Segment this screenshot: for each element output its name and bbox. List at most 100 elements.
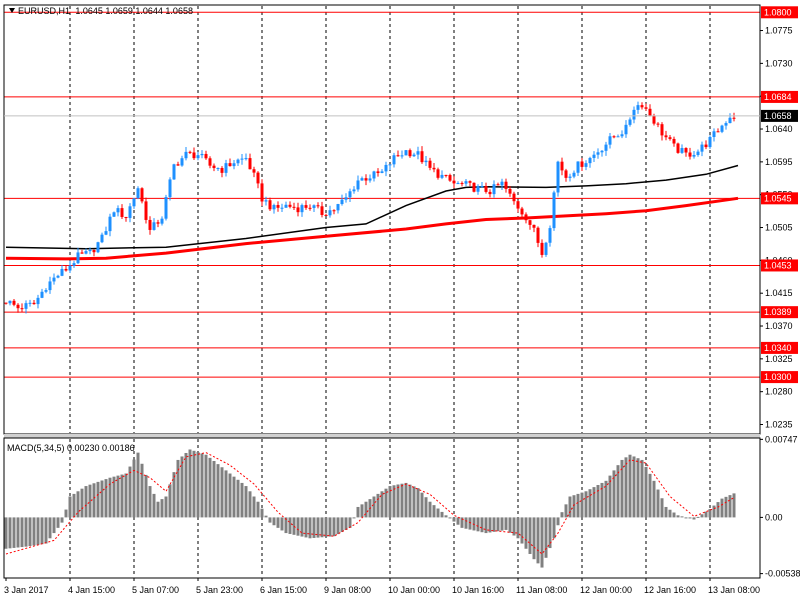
macd-bar [224,470,228,518]
candle-body [80,252,84,254]
candle-body [112,212,116,217]
candle-body [156,222,160,224]
macd-bar [540,517,544,568]
candle-body [376,171,380,173]
candle-body [100,234,104,243]
candle-body [528,220,532,225]
macd-bar [120,474,124,518]
macd-bar [244,486,248,518]
candle-body [364,178,368,181]
candle-body [496,184,500,186]
candle-body [352,189,356,192]
macd-bar [336,517,340,535]
macd-title: MACD(5,34,5) 0.00230 0.00186 [7,443,135,453]
candle-body [292,206,296,208]
candle-body [640,105,644,108]
macd-bar [484,517,488,534]
candle-body [240,158,244,160]
candle-body [628,119,632,125]
candle-body [12,300,16,305]
candle-body [576,161,580,173]
candle-body [224,163,228,173]
macd-bar [588,489,592,518]
candle-body [444,174,448,176]
triangle-down-icon[interactable] [9,8,15,13]
macd-bar [32,517,36,546]
macd-bar [20,517,24,548]
candle-body [516,201,520,209]
candle-body [520,208,524,215]
macd-bar [444,515,448,518]
candle-body [356,180,360,190]
candle-body [476,186,480,192]
macd-bar [124,473,128,518]
macd-bar [88,484,92,518]
time-tick-label: 3 Jan 2017 [4,585,49,595]
macd-bar [196,452,200,518]
candle-body [316,205,320,207]
candle-body [104,231,108,235]
macd-bar [320,517,324,538]
macd-bar [504,517,508,530]
candle-body [164,197,168,219]
candle-body [160,218,164,224]
candle-body [548,228,552,243]
macd-bar [80,488,84,518]
macd-bar [548,517,552,549]
macd-bar [724,496,728,518]
price-tick-label: 1.0640 [765,124,793,134]
candle-body [320,206,324,215]
macd-bar [4,517,8,549]
candle-body [40,291,44,298]
macd-bar [412,486,416,518]
price-panel[interactable]: 1.07751.07301.06851.06401.05951.05501.05… [3,4,798,435]
candle-body [608,136,612,145]
candle-body [204,153,208,159]
macd-bar [284,517,288,534]
candle-body [252,169,256,173]
time-tick-label: 10 Jan 16:00 [452,585,504,595]
price-tick-label: 1.0325 [765,354,793,364]
candle-body [676,143,680,153]
candle-body [724,123,728,126]
price-level-tag [761,259,798,272]
candle-body [392,155,396,165]
macd-bar [536,517,540,564]
price-level-label: 1.0389 [764,307,792,317]
macd-bar [440,511,444,518]
candle-body [508,188,512,194]
macd-bar [656,489,660,518]
macd-bar [648,473,652,518]
candle-body [428,160,432,168]
macd-bar [60,517,64,523]
macd-bar [664,506,668,518]
macd-bar [652,480,656,518]
macd-bar [528,517,532,554]
macd-bar [308,517,312,539]
chart-header: EURUSD,H1 1.0645 1.0659 1.0644 1.0658 [18,6,193,16]
candle-body [680,148,684,153]
macd-bar [288,517,292,534]
time-tick-label: 10 Jan 00:00 [388,585,440,595]
macd-bar [612,470,616,518]
candle-body [196,155,200,159]
price-level-tag [761,371,798,384]
macd-bar [632,456,636,518]
macd-bar [8,517,12,549]
macd-bar [236,479,240,518]
macd-bar [264,515,268,518]
macd-bar [404,482,408,518]
candle-body [120,208,124,217]
macd-bar [500,517,504,531]
macd-panel[interactable]: 0.00747 0.00 -0.00538 MACD(5,34,5) 0.00230… [3,434,800,579]
price-tick-label: 1.0280 [765,387,793,397]
macd-bar [256,501,260,518]
candle-body [300,205,304,213]
macd-bar [160,499,164,518]
candle-body [632,109,636,120]
macd-bar [636,458,640,518]
panel-separator[interactable] [4,434,760,438]
macd-bar [572,495,576,518]
macd-bar [28,517,32,547]
